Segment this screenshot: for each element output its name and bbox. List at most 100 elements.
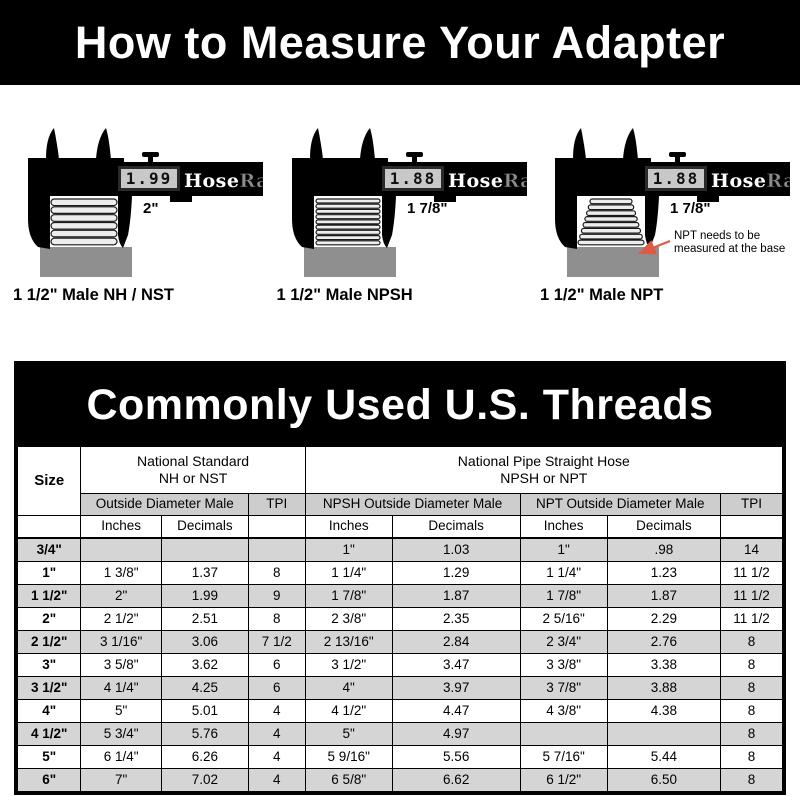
- header-row-units: Inches Decimals Inches Decimals Inches D…: [16, 515, 784, 539]
- size-cell: 6": [16, 768, 82, 792]
- table-cell: 8: [719, 699, 784, 723]
- table-row: 4" 5" 5.01 4 4 1/2" 4.47 4 3/8" 4.38 8: [16, 699, 784, 723]
- col-header-od-male: Outside Diameter Male: [80, 493, 249, 516]
- col-group-national-standard: National Standard NH or NST: [80, 446, 306, 494]
- caliper-figure: 1.99 HoseRack 2" 1 1/2" Male NH / NST: [10, 109, 295, 305]
- col-header-inches: Inches: [80, 515, 162, 539]
- lower-jaw-movable: [118, 196, 132, 248]
- table-cell: [80, 537, 162, 562]
- table-cell: 3.97: [391, 676, 521, 700]
- size-cell: 4": [16, 699, 82, 723]
- table-cell: 4 1/2": [304, 699, 393, 723]
- measurement-label: 2": [143, 200, 158, 217]
- annotation-text: measured at the base: [674, 243, 785, 255]
- thread-ring: [314, 234, 381, 241]
- table-cell: 4.47: [391, 699, 521, 723]
- table-cell: .98: [606, 537, 721, 562]
- thread-ring: [582, 221, 640, 228]
- upper-jaw-movable: [359, 128, 375, 159]
- table-cell: 2.84: [391, 630, 521, 654]
- table-cell: 5": [304, 722, 393, 746]
- table-cell: 4: [248, 722, 306, 746]
- table-cell: 3.06: [160, 630, 250, 654]
- thumbscrew-icon: [405, 152, 423, 157]
- table-cell: 2 13/16": [304, 630, 393, 654]
- thread-ring: [579, 233, 643, 240]
- brand-logo: HoseRack: [711, 170, 790, 192]
- table-cell: 1.87: [606, 584, 721, 608]
- col-header-inches: Inches: [304, 515, 393, 539]
- table-cell: 1": [304, 537, 393, 562]
- table-cell: 4": [304, 676, 393, 700]
- lcd-screen: [648, 169, 704, 188]
- thread-ring: [587, 204, 635, 211]
- table-cell: 6: [248, 653, 306, 677]
- lcd-reading: 1.88: [389, 169, 436, 188]
- table-cell: 11 1/2: [719, 607, 784, 631]
- thread-ring: [314, 208, 381, 215]
- adapter-threads: [314, 198, 381, 246]
- col-header-size: Size: [16, 446, 82, 516]
- size-cell: 3 1/2": [16, 676, 82, 700]
- table-cell: 4 1/4": [80, 676, 162, 700]
- annotation-arrow-icon: [637, 239, 671, 255]
- lower-jaw-movable: [645, 196, 659, 248]
- table-row: 6" 7" 7.02 4 6 5/8" 6.62 6 1/2" 6.50 8: [16, 768, 784, 792]
- table-cell: 1.87: [391, 584, 521, 608]
- table-cell: 6.62: [391, 768, 521, 792]
- lower-jaw-fixed: [28, 196, 50, 249]
- thread-ring: [50, 221, 118, 230]
- thumbscrew-icon: [669, 152, 686, 157]
- thread-ring: [585, 210, 637, 217]
- table-cell: 4.38: [606, 699, 721, 723]
- size-cell: 1": [16, 561, 82, 585]
- table-row: 3" 3 5/8" 3.62 6 3 1/2" 3.47 3 3/8" 3.38 8: [16, 653, 784, 677]
- caliper-illustration: 1.99 HoseRack 2": [28, 128, 295, 277]
- table-row: 4 1/2" 5 3/4" 5.76 4 5" 4.97 8: [16, 722, 784, 746]
- table-title: Commonly Used U.S. Threads: [86, 380, 714, 429]
- lcd-reading: 1.99: [126, 169, 173, 188]
- table-cell: 3 1/2": [304, 653, 393, 677]
- upper-jaw-fixed: [573, 128, 586, 159]
- table-cell: [606, 722, 721, 746]
- table-cell: 3.62: [160, 653, 250, 677]
- lower-jaw-fixed: [555, 196, 577, 249]
- empty-cell: [248, 515, 306, 539]
- lcd-reading: 1.88: [653, 169, 700, 188]
- figure-caption: 1 1/2" Male NPSH: [276, 286, 413, 304]
- table-cell: 2.29: [606, 607, 721, 631]
- table-cell: 6 5/8": [304, 768, 393, 792]
- thread-ring: [589, 198, 633, 205]
- table-cell: 7": [80, 768, 162, 792]
- table-cell: 4: [248, 745, 306, 769]
- top-banner: How to Measure Your Adapter: [0, 0, 800, 85]
- measurement-label: 1 7/8": [407, 200, 447, 217]
- table-cell: 3.38: [606, 653, 721, 677]
- table-cell: 4.97: [391, 722, 521, 746]
- table-cell: 5 7/16": [519, 745, 608, 769]
- table-cell: 8: [719, 722, 784, 746]
- table-cell: 8: [719, 630, 784, 654]
- table-cell: 4 3/8": [519, 699, 608, 723]
- header-row-subgroups: Outside Diameter Male TPI NPSH Outside D…: [18, 493, 784, 516]
- table-cell: [248, 537, 306, 562]
- table-cell: 1 7/8": [519, 584, 608, 608]
- table-cell: 2.76: [606, 630, 721, 654]
- table-cell: 5.76: [160, 722, 250, 746]
- table-cell: 2": [80, 584, 162, 608]
- upper-jaw-movable: [96, 128, 111, 159]
- caliper-illustration: 1.88 HoseRack 1 7/8" NPT needs to be mea…: [555, 128, 800, 277]
- table-cell: 3 7/8": [519, 676, 608, 700]
- col-group-national-pipe-straight-hose: National Pipe Straight Hose NPSH or NPT: [304, 446, 784, 494]
- lcd-screen: [121, 169, 177, 188]
- lower-jaw-movable: [381, 196, 396, 248]
- lcd-screen: [384, 169, 441, 188]
- table-cell: 4: [248, 699, 306, 723]
- lower-jaw-fixed: [291, 196, 314, 249]
- upper-jaw-fixed: [309, 128, 323, 159]
- table-cell: 1.23: [606, 561, 721, 585]
- table-cell: 7.02: [160, 768, 250, 792]
- table-row: 1 1/2" 2" 1.99 9 1 7/8" 1.87 1 7/8" 1.87 11 1/2: [16, 584, 784, 608]
- thread-ring: [314, 224, 381, 230]
- table-cell: 5 3/4": [80, 722, 162, 746]
